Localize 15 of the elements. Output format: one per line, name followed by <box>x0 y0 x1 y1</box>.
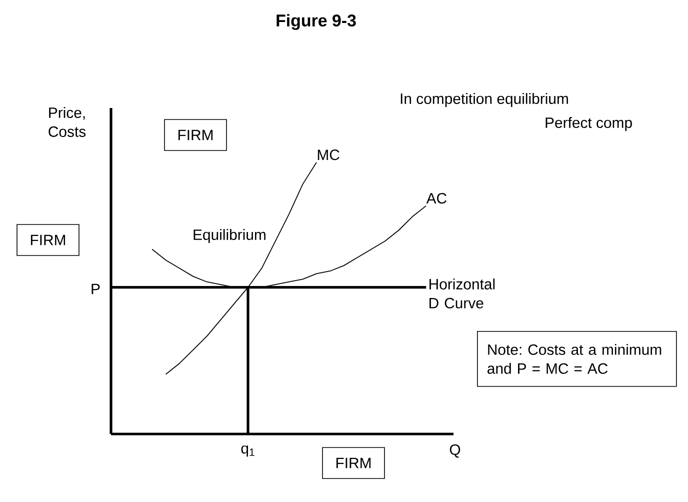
annotation: Equilibrium <box>194 229 266 243</box>
text: FIRM <box>178 130 213 140</box>
text: q$_{1}$ <box>241 445 254 457</box>
text: In competition equilibrium <box>400 93 568 107</box>
chart-title: Figure 9-3 <box>276 14 356 30</box>
ref-line-label: Horizontal D Curve <box>430 278 495 308</box>
x-axis-title: Q <box>450 444 460 458</box>
text: Perfect comp <box>546 117 632 131</box>
text: FIRM <box>30 234 66 246</box>
series-label: AC <box>426 193 446 204</box>
text: FIRM <box>336 458 371 468</box>
text: Note: Costs at a minimum and P = MC = AC <box>488 344 662 374</box>
y-axis-title: Price, Costs <box>48 107 86 137</box>
text: P <box>92 284 100 294</box>
series-label: MC <box>318 150 340 160</box>
